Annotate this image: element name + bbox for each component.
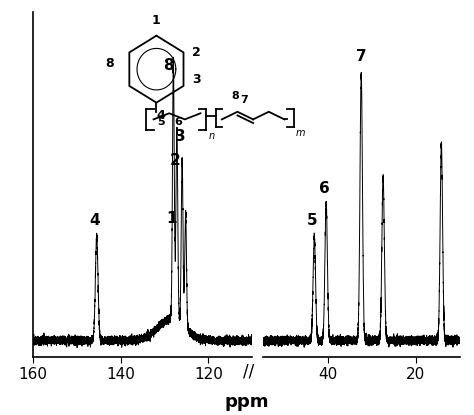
Text: 4: 4 [156,109,165,122]
Text: 2: 2 [170,153,181,168]
Text: 2: 2 [192,46,201,59]
Text: 3: 3 [174,129,185,144]
Text: 8: 8 [163,58,173,73]
Text: 7: 7 [356,49,366,64]
Text: 7: 7 [240,95,248,105]
Text: 6: 6 [319,181,329,195]
Text: 4: 4 [89,213,100,228]
Text: 1: 1 [167,211,177,226]
Text: 1: 1 [152,14,161,27]
Text: 3: 3 [192,73,201,86]
Text: ppm: ppm [224,393,269,411]
Text: 8: 8 [105,56,114,70]
Text: n: n [209,131,215,141]
Text: //: // [243,362,255,381]
Text: 8: 8 [231,91,239,101]
Text: 6: 6 [174,117,182,127]
Text: m: m [296,128,306,138]
Text: 5: 5 [157,117,165,127]
Text: 5: 5 [307,213,318,228]
